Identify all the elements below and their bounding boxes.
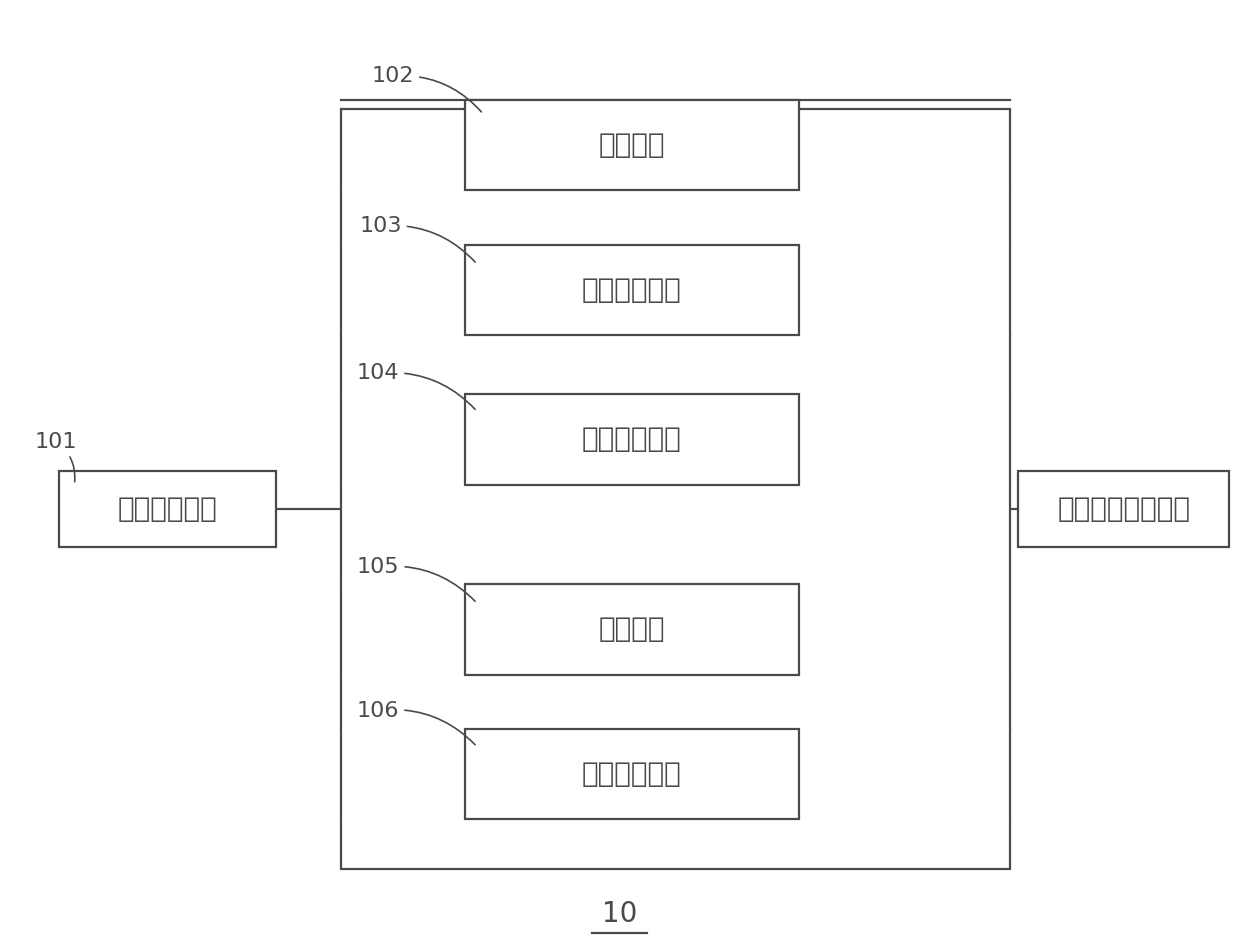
Text: 故障注入模块: 故障注入模块 bbox=[582, 760, 681, 788]
Text: 10: 10 bbox=[602, 900, 637, 928]
Text: 输入输出模块: 输入输出模块 bbox=[582, 426, 681, 453]
Text: 101: 101 bbox=[35, 431, 77, 482]
Bar bbox=[59, 471, 276, 547]
Text: 104: 104 bbox=[357, 363, 475, 409]
Bar bbox=[465, 245, 799, 335]
Bar bbox=[341, 109, 1010, 869]
Text: 103: 103 bbox=[359, 216, 475, 262]
Text: 106: 106 bbox=[357, 700, 475, 745]
Bar bbox=[1018, 471, 1229, 547]
Bar bbox=[465, 584, 799, 674]
Text: 102: 102 bbox=[372, 66, 482, 112]
Text: 105: 105 bbox=[357, 557, 475, 601]
Text: 实时控制模块: 实时控制模块 bbox=[118, 495, 218, 523]
Text: 监控模块: 监控模块 bbox=[598, 616, 665, 643]
Text: 待测燃料电池系统: 待测燃料电池系统 bbox=[1057, 495, 1191, 523]
Bar bbox=[465, 729, 799, 819]
Bar bbox=[465, 394, 799, 484]
Bar bbox=[465, 100, 799, 190]
Text: 通信模块: 通信模块 bbox=[598, 131, 665, 159]
Text: 标定校准模块: 标定校准模块 bbox=[582, 276, 681, 304]
